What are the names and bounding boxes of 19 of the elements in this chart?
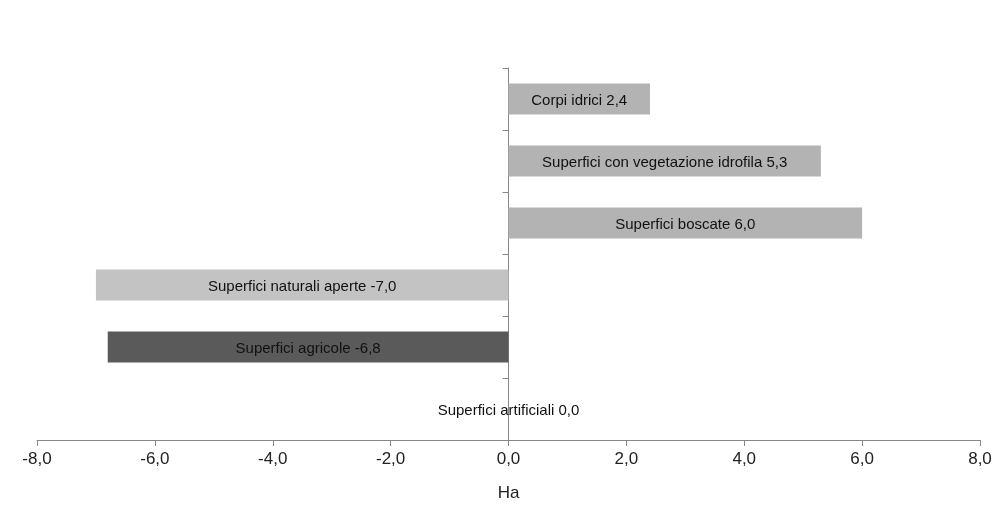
bar xyxy=(107,331,509,363)
x-tick-label: 8,0 xyxy=(968,449,992,468)
x-axis-title: Ha xyxy=(497,483,520,502)
x-tick-label: -2,0 xyxy=(375,449,406,468)
x-tick-label: 2,0 xyxy=(614,449,639,468)
data-label: Superfici naturali aperte -7,0 xyxy=(208,276,397,294)
data-label: Superfici agricole -6,8 xyxy=(235,338,381,356)
x-tick-label: -4,0 xyxy=(258,449,288,468)
x-tick-label: -6,0 xyxy=(140,449,170,468)
bar xyxy=(95,269,509,301)
bar xyxy=(508,207,863,239)
data-label: Superfici con vegetazione idrofila 5,3 xyxy=(542,152,788,170)
x-tick-label: 6,0 xyxy=(850,449,874,468)
x-tick-label: 0,0 xyxy=(496,449,521,468)
data-label: Superfici artificiali 0,0 xyxy=(437,400,580,418)
x-tick-label: -8,0 xyxy=(22,449,52,468)
x-tick-label: 4,0 xyxy=(732,449,757,468)
data-label: Superfici boscate 6,0 xyxy=(615,214,756,232)
data-label: Corpi idrici 2,4 xyxy=(531,90,628,108)
